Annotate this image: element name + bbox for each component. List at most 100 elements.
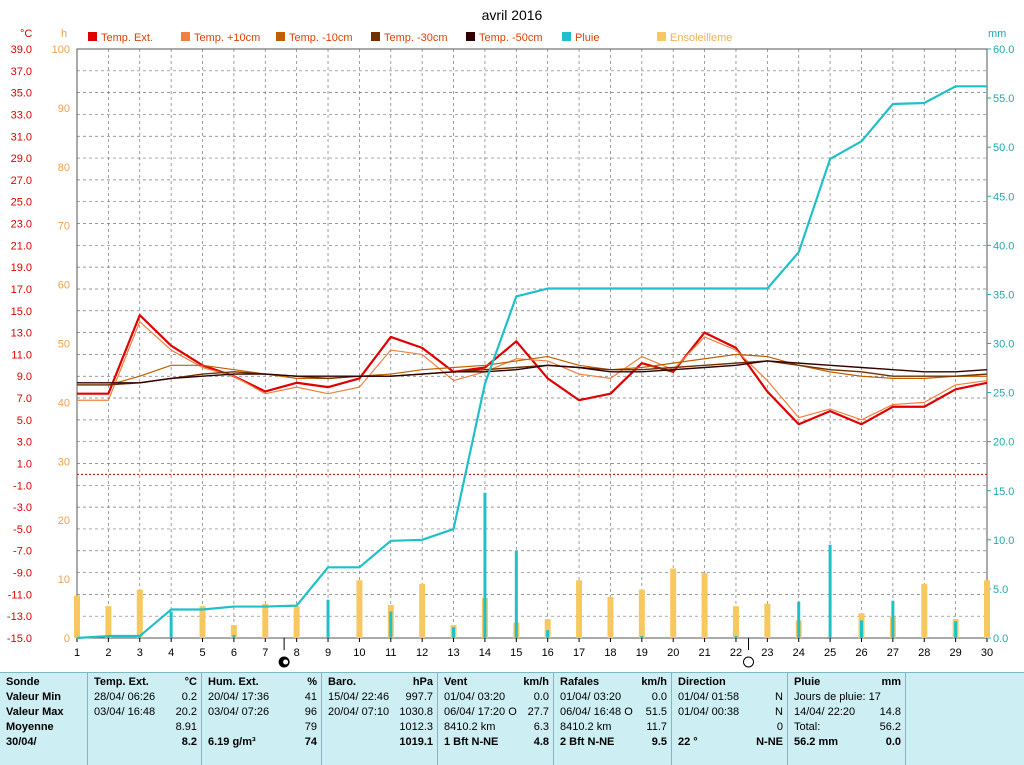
sunshine-bar: [74, 595, 80, 638]
rain-unit-label: mm: [988, 28, 1006, 40]
temp-unit: °C: [184, 676, 197, 688]
vent-row: 06/04/ 17:20 O 27.7: [444, 706, 549, 721]
x-tick-label: 19: [636, 647, 648, 659]
baro-row: 15/04/ 22:46 997.7: [328, 691, 433, 706]
rafales-row: 2 Bft N-NE 9.5: [560, 736, 667, 751]
x-tick-label: 27: [887, 647, 899, 659]
sun-tick-label: 0: [64, 633, 70, 645]
pluie-unit: mm: [881, 676, 901, 688]
temp-tick-label: -15.0: [7, 633, 32, 645]
pluie-row: Jours de pluie: 17: [794, 691, 901, 706]
rain-tick-label: 55.0: [993, 93, 1014, 105]
hum-row-value: 74: [304, 736, 317, 748]
baro-row: 1019.1: [328, 736, 433, 751]
rain-tick-label: 60.0: [993, 44, 1014, 56]
x-tick-label: 18: [604, 647, 616, 659]
temp-row-value: 20.2: [175, 706, 197, 718]
legend-swatch: [466, 32, 475, 41]
moon-highlight: [283, 659, 289, 665]
pluie-row-value: 0.0: [885, 736, 901, 748]
rain-daily-bar: [734, 636, 738, 638]
panel-col-rafales: Rafales km/h 01/04/ 03:20 0.0 06/04/ 16:48 O…: [554, 673, 672, 765]
sun-unit-label: h: [61, 28, 67, 40]
baro-row: 1012.3: [328, 721, 433, 736]
sun-tick-label: 10: [58, 574, 70, 586]
legend-label: Temp. -30cm: [384, 32, 448, 44]
sunshine-bar: [105, 606, 112, 638]
direction-row-value: N: [775, 691, 783, 703]
vent-row-label: 8410.2 km: [444, 721, 496, 733]
pluie-row: 14/04/ 22:20 14.8: [794, 706, 901, 721]
legend-swatch: [276, 32, 285, 41]
statistics-panel: Sonde Valeur Min Valeur Max Moyenne 30/0…: [0, 672, 1024, 765]
hum-row-value: 96: [304, 706, 317, 718]
direction-row-label: 22 °: [678, 736, 698, 748]
sunshine-bar: [576, 580, 583, 638]
hum-row: 20/04/ 17:36 41: [208, 691, 317, 706]
weather-chart: avril 2016 °C h mm Temp. Ext. Temp. +10cm…: [6, 7, 1015, 668]
temp-tick-label: 5.0: [17, 415, 32, 427]
panel-col-direction: Direction 01/04/ 01:58 N 01/04/ 00:38 N 0 22 °…: [672, 673, 788, 765]
vent-unit: km/h: [523, 676, 549, 688]
sun-tick-label: 60: [58, 280, 70, 292]
legend-label: Temp. Ext.: [101, 32, 153, 44]
x-tick-label: 30: [981, 647, 993, 659]
vent-row-value: 27.7: [527, 706, 549, 718]
x-tick-label: 3: [137, 647, 143, 659]
sunshine-bar: [356, 580, 363, 638]
direction-row-label: 01/04/ 01:58: [678, 691, 740, 703]
rain-daily-bar: [232, 635, 236, 638]
hum-row-label: 03/04/ 07:26: [208, 706, 270, 718]
temp-tick-label: 1.0: [17, 458, 32, 470]
pluie-row: Total: 56.2: [794, 721, 901, 736]
rain-daily-bar: [546, 630, 550, 638]
temp-tick-label: -1.0: [13, 480, 32, 492]
temp-tick-label: 27.0: [11, 175, 32, 187]
panel-col-sonde: Sonde Valeur Min Valeur Max Moyenne 30/0…: [0, 673, 88, 765]
temp-header: Temp. Ext.: [94, 676, 149, 688]
new-moon-icon: [743, 656, 755, 668]
baro-unit: hPa: [412, 676, 433, 688]
x-tick-label: 5: [199, 647, 205, 659]
rafales-unit: km/h: [641, 676, 667, 688]
panel-col-pluie: Pluie mm Jours de pluie: 17 14/04/ 22:20 14.…: [788, 673, 906, 765]
sun-tick-label: 50: [58, 339, 70, 351]
rain-daily-bar: [389, 611, 393, 638]
direction-row: 0: [678, 721, 783, 736]
legend-swatch: [371, 32, 380, 41]
temp-tick-label: -9.0: [13, 568, 32, 580]
panel-col-vent: Vent km/h 01/04/ 03:20 0.0 06/04/ 17:20 O 27.…: [438, 673, 554, 765]
rain-daily-bar: [326, 599, 330, 638]
baro-row-value: 997.7: [405, 691, 433, 703]
hum-unit: %: [307, 676, 317, 688]
rafales-row-value: 0.0: [651, 691, 667, 703]
vent-row: 1 Bft N-NE 4.8: [444, 736, 549, 751]
pluie-row-label: 14/04/ 22:20: [794, 706, 856, 718]
x-tick-label: 1: [74, 647, 80, 659]
sunshine-bar: [670, 568, 677, 638]
x-tick-label: 16: [542, 647, 554, 659]
vent-row-label: 01/04/ 03:20: [444, 691, 506, 703]
rain-cumulative-line: [76, 85, 987, 640]
rafales-row-label: 01/04/ 03:20: [560, 691, 622, 703]
temp-tick-label: 19.0: [11, 262, 32, 274]
pluie-row-value: 14.8: [879, 706, 901, 718]
x-tick-label: 4: [168, 647, 174, 659]
temp-tick-label: 21.0: [11, 240, 32, 252]
rain-daily-bar: [640, 636, 644, 638]
temp-tick-label: 33.0: [11, 109, 32, 121]
vent-row-value: 4.8: [533, 736, 549, 748]
rain-daily-bar: [483, 492, 487, 638]
temp-tick-label: 39.0: [11, 44, 32, 56]
temp-tick-label: -5.0: [13, 524, 32, 536]
legend-swatch: [657, 32, 666, 41]
temp-tick-label: 29.0: [11, 153, 32, 165]
rain-tick-label: 35.0: [993, 289, 1014, 301]
direction-header: Direction: [678, 676, 726, 688]
rain-tick-label: 25.0: [993, 388, 1014, 400]
temp-tick-label: 25.0: [11, 197, 32, 209]
direction-row-value: N: [775, 706, 783, 718]
series-line-temp-50cm: [77, 360, 988, 384]
sun-tick-label: 100: [52, 44, 70, 56]
baro-row-label: 20/04/ 07:10: [328, 706, 390, 718]
